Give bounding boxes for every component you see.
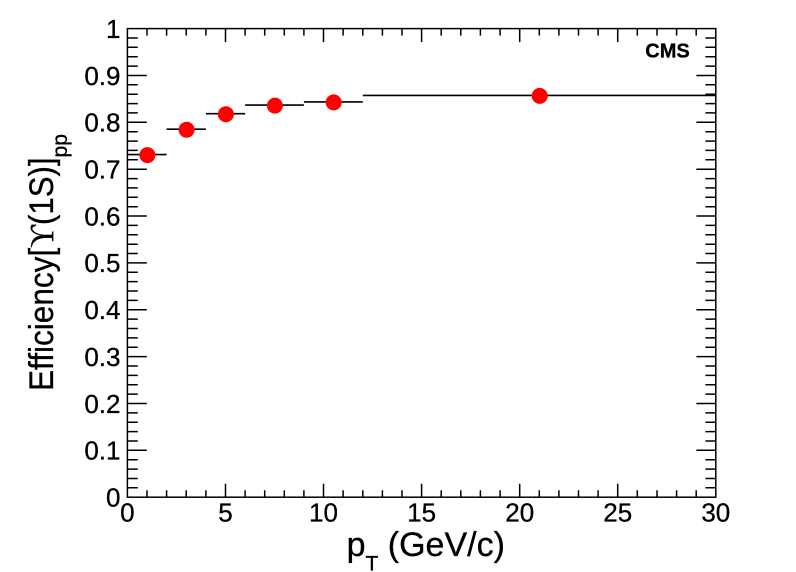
svg-text:0.8: 0.8 [84,108,120,138]
svg-text:0: 0 [106,483,120,513]
svg-text:1: 1 [106,14,120,44]
svg-text:0: 0 [120,498,134,528]
svg-text:20: 20 [505,498,534,528]
svg-text:Efficiency[ϒ(1S)]pp: Efficiency[ϒ(1S)]pp [23,134,72,391]
svg-text:15: 15 [407,498,436,528]
svg-text:CMS: CMS [645,41,689,63]
svg-text:0.1: 0.1 [84,436,120,466]
svg-text:10: 10 [309,498,338,528]
svg-text:0.3: 0.3 [84,342,120,372]
svg-text:0.9: 0.9 [84,61,120,91]
svg-text:0.6: 0.6 [84,201,120,231]
svg-text:5: 5 [218,498,232,528]
svg-text:0.7: 0.7 [84,155,120,185]
svg-text:0.5: 0.5 [84,248,120,278]
svg-text:25: 25 [603,498,632,528]
svg-text:30: 30 [701,498,730,528]
svg-text:0.2: 0.2 [84,389,120,419]
svg-text:0.4: 0.4 [84,295,120,325]
